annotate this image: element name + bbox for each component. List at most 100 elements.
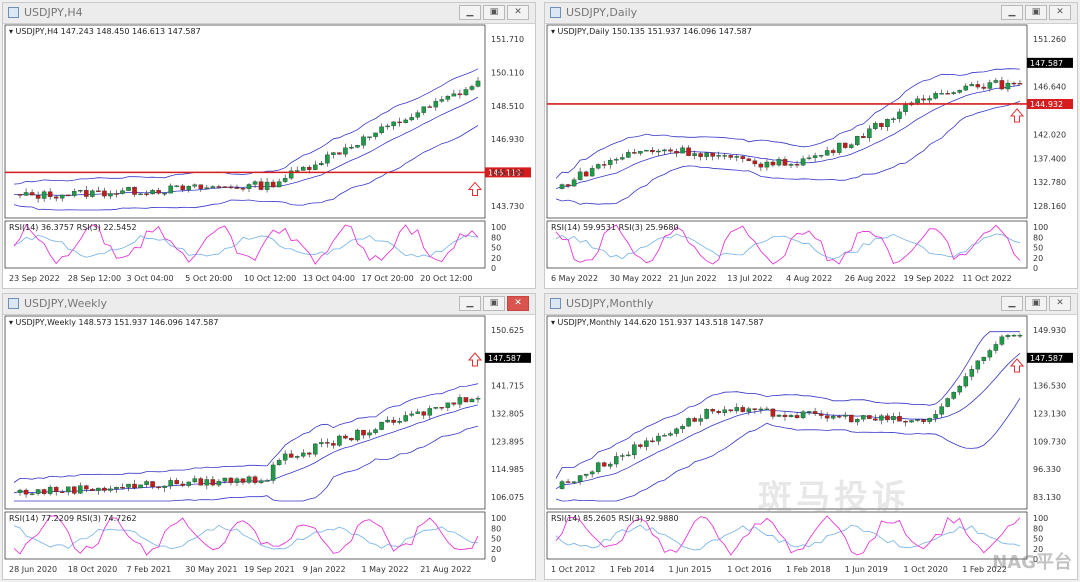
candle (638, 444, 643, 447)
candle (1011, 82, 1017, 85)
up-arrow-icon[interactable] (1009, 108, 1025, 123)
rsi-tick-label: 0 (1033, 555, 1038, 564)
candle (307, 166, 312, 170)
minimize-button[interactable]: ▁ (1001, 296, 1023, 311)
chart-area[interactable]: ▾ USDJPY,Weekly 148.573 151.937 146.096 … (3, 314, 535, 579)
price-chart-svg[interactable]: ▾ USDJPY,H4 147.243 148.450 146.613 147.… (3, 23, 535, 288)
main-pane[interactable] (546, 24, 1028, 219)
rsi-pane[interactable] (546, 220, 1028, 269)
candle (355, 145, 360, 148)
price-tick-label: 142.020 (1033, 130, 1066, 139)
candle (294, 456, 300, 458)
candle (102, 190, 107, 197)
window-titlebar[interactable]: USDJPY,Weekly ▁ ▣ ✕ (3, 294, 535, 315)
close-button[interactable]: ✕ (1049, 5, 1071, 20)
close-button[interactable]: ✕ (1049, 296, 1071, 311)
candle (674, 428, 679, 434)
price-chart-svg[interactable]: ▾ USDJPY,Weekly 148.573 151.937 146.096 … (3, 314, 535, 579)
chart-window-weekly[interactable]: USDJPY,Weekly ▁ ▣ ✕ ▾ USDJPY,Weekly 148.… (2, 293, 536, 580)
chart-window-daily[interactable]: USDJPY,Daily ▁ ▣ ✕ ▾ USDJPY,Daily 150.13… (544, 2, 1078, 289)
close-button[interactable]: ✕ (507, 5, 529, 20)
main-pane[interactable] (4, 315, 486, 510)
candle (349, 147, 354, 149)
chart-window-h4[interactable]: USDJPY,H4 ▁ ▣ ✕ ▾ USDJPY,H4 147.243 148.… (2, 2, 536, 289)
minimize-button[interactable]: ▁ (459, 296, 481, 311)
candle (728, 409, 734, 412)
candle (800, 158, 806, 166)
candle (987, 350, 993, 358)
candle (108, 488, 113, 491)
chart-area[interactable]: ▾ USDJPY,Daily 150.135 151.937 146.096 1… (545, 23, 1077, 288)
candle (644, 440, 649, 447)
candle (264, 181, 270, 190)
candle (126, 483, 131, 488)
candle (812, 411, 818, 414)
rsi-pane[interactable] (4, 220, 486, 269)
window-titlebar[interactable]: USDJPY,Daily ▁ ▣ ✕ (545, 3, 1077, 24)
up-arrow-icon[interactable] (467, 352, 483, 367)
candle (65, 486, 71, 493)
main-pane[interactable] (546, 315, 1028, 510)
chart-area[interactable]: ▾ USDJPY,Monthly 144.620 151.937 143.518… (545, 314, 1077, 579)
maximize-button[interactable]: ▣ (1025, 5, 1047, 20)
candle (246, 476, 252, 483)
candle (806, 411, 812, 413)
candle (836, 142, 842, 153)
maximize-button[interactable]: ▣ (483, 296, 505, 311)
candle (216, 481, 222, 486)
date-tick-label: 1 Feb 2022 (962, 565, 1007, 574)
price-chart-svg[interactable]: ▾ USDJPY,Monthly 144.620 151.937 143.518… (545, 314, 1077, 579)
rsi-label: RSI(14) 85.2605 RSI(3) 92.9880 (551, 514, 679, 523)
close-button[interactable]: ✕ (507, 296, 529, 311)
rsi-tick-label: 100 (491, 223, 506, 232)
up-arrow-icon[interactable] (467, 181, 483, 196)
candle (927, 98, 932, 101)
candle (776, 414, 782, 417)
candle (1005, 334, 1011, 337)
candle (662, 149, 667, 152)
chart-area[interactable]: ▾ USDJPY,H4 147.243 148.450 146.613 147.… (3, 23, 535, 288)
candle (993, 344, 999, 351)
candle (409, 117, 414, 121)
current-price-tag (1027, 352, 1073, 363)
candle (385, 125, 390, 128)
rsi-tick-label: 80 (1033, 233, 1043, 242)
maximize-button[interactable]: ▣ (1025, 296, 1047, 311)
candle (252, 476, 258, 483)
minimize-button[interactable]: ▁ (459, 5, 481, 20)
rsi-tick-label: 0 (491, 264, 496, 273)
price-chart-svg[interactable]: ▾ USDJPY,Daily 150.135 151.937 146.096 1… (545, 23, 1077, 288)
candle (933, 93, 938, 99)
candle (445, 95, 451, 100)
candle (397, 121, 402, 124)
date-tick-label: 13 Jul 2022 (727, 274, 772, 283)
candle (240, 188, 246, 190)
candle (867, 415, 872, 419)
window-titlebar[interactable]: USDJPY,H4 ▁ ▣ ✕ (3, 3, 535, 24)
candle (577, 475, 583, 482)
candle (704, 409, 709, 419)
level-price-tag (485, 167, 531, 178)
chart-window-icon (550, 7, 561, 18)
ohlc-header: ▾ USDJPY,Daily 150.135 151.937 146.096 1… (551, 27, 752, 36)
minimize-button[interactable]: ▁ (1001, 5, 1023, 20)
candle (842, 414, 848, 417)
up-arrow-icon[interactable] (1009, 358, 1025, 373)
price-tick-label: 106.075 (491, 493, 524, 502)
candle (758, 163, 764, 168)
candle (78, 190, 83, 192)
date-tick-label: 28 Jun 2020 (9, 565, 57, 574)
maximize-button[interactable]: ▣ (483, 5, 505, 20)
candle (361, 429, 366, 436)
price-tick-label: 146.640 (1033, 83, 1066, 92)
window-title: USDJPY,H4 (24, 6, 83, 19)
ohlc-header: ▾ USDJPY,Weekly 148.573 151.937 146.096 … (9, 318, 218, 327)
chart-window-monthly[interactable]: USDJPY,Monthly ▁ ▣ ✕ ▾ USDJPY,Monthly 14… (544, 293, 1078, 580)
candle (601, 462, 607, 467)
candle (969, 84, 975, 87)
candle (156, 486, 161, 489)
bollinger-lower (14, 425, 479, 502)
date-tick-label: 1 Jun 2015 (669, 565, 712, 574)
window-titlebar[interactable]: USDJPY,Monthly ▁ ▣ ✕ (545, 294, 1077, 315)
candle (680, 147, 685, 154)
